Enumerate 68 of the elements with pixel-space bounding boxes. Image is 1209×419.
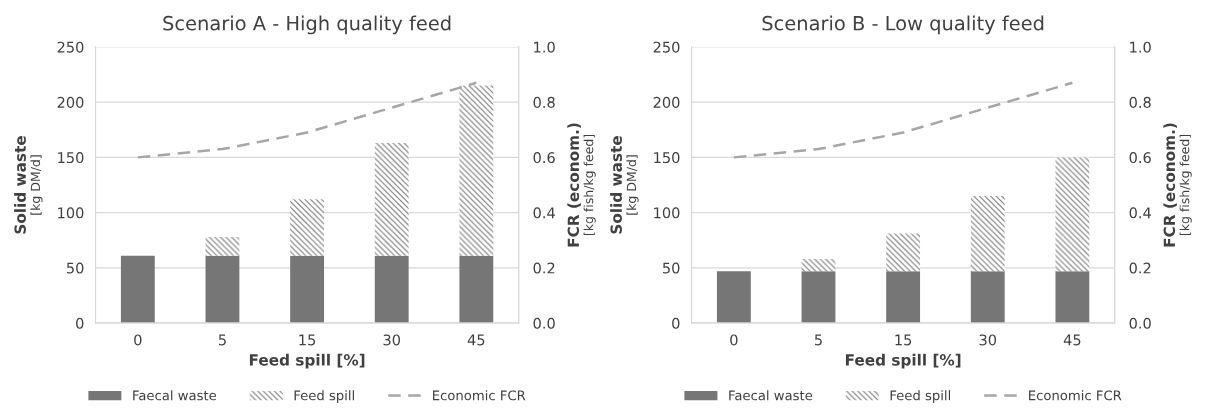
- y-tick-label: 50: [663, 262, 680, 274]
- y-tick-label: 100: [58, 207, 84, 219]
- x-tick-label: 45: [467, 334, 485, 346]
- x-tick-label: 0: [134, 334, 142, 346]
- line-series: [136, 81, 478, 159]
- bar: [290, 255, 325, 324]
- y-tick-label: 50: [66, 262, 84, 274]
- bar: [290, 199, 325, 256]
- chart-title: Scenario A - High quality feed: [163, 15, 451, 35]
- y2-tick-label: 0.0: [1129, 317, 1151, 329]
- x-tick-label: 30: [383, 334, 401, 346]
- bar: [970, 271, 1005, 324]
- bar: [120, 255, 155, 324]
- legend-label: Economic FCR: [433, 390, 526, 401]
- x-axis-title: Feed spill [%]: [249, 353, 365, 369]
- bar: [205, 255, 240, 324]
- y-tick-label: 200: [653, 96, 680, 108]
- y2-tick-label: 0.8: [533, 96, 555, 108]
- y-tick-label: 200: [57, 96, 84, 108]
- bar: [716, 271, 751, 324]
- y-tick-label: 150: [654, 152, 680, 164]
- y2-tick-label: 0.6: [533, 152, 555, 164]
- y2-tick-label: 0.8: [1129, 96, 1151, 108]
- bar: [374, 143, 409, 256]
- y-axis-title: Solid waste [kg DM/d]: [610, 136, 639, 234]
- y2-tick-label: 1.0: [1130, 41, 1151, 53]
- y2-tick-label: 1.0: [534, 41, 555, 53]
- bar: [459, 85, 494, 256]
- y-axis-title: Solid waste [kg DM/d]: [14, 136, 43, 234]
- y2-tick-label: 0.6: [1129, 152, 1151, 164]
- bar: [886, 271, 921, 324]
- y2-axis-title: FCR (econom.) [kg fish/kg feed]: [567, 123, 596, 247]
- bar: [1055, 271, 1090, 324]
- y-tick-label: 100: [654, 207, 680, 219]
- y2-tick-label: 0.4: [533, 207, 555, 219]
- y2-tick-label: 0.4: [1129, 207, 1151, 219]
- y2-tick-label: 0.2: [533, 262, 555, 274]
- x-tick-label: 0: [730, 334, 738, 346]
- bar: [1055, 157, 1090, 272]
- bar: [374, 255, 409, 324]
- bar: [886, 233, 921, 272]
- legend-label: Economic FCR: [1029, 390, 1122, 401]
- y2-axis-title: FCR (econom.) [kg fish/kg feed]: [1163, 123, 1192, 247]
- bar: [801, 271, 836, 324]
- legend-label: Feed spill: [294, 390, 354, 403]
- x-tick-label: 15: [299, 334, 316, 346]
- x-tick-label: 5: [814, 334, 822, 346]
- y2-tick-label: 0.2: [1129, 262, 1151, 274]
- legend-label: Feed spill: [890, 390, 951, 403]
- y-tick-label: 150: [58, 152, 84, 164]
- legend-label: Faecal waste: [729, 390, 813, 401]
- y-tick-label: 250: [57, 41, 84, 53]
- legend-label: Faecal waste: [133, 390, 217, 401]
- y2-tick-label: 0.0: [533, 317, 555, 329]
- x-axis-title: Feed spill [%]: [845, 353, 961, 369]
- bar: [970, 196, 1005, 272]
- x-tick-label: 15: [895, 334, 912, 346]
- y-tick-label: 250: [653, 41, 680, 53]
- x-tick-label: 30: [979, 334, 997, 346]
- bar: [205, 236, 240, 256]
- y-tick-label: 0: [672, 317, 680, 329]
- x-tick-label: 5: [218, 334, 226, 346]
- y-tick-label: 0: [76, 317, 84, 329]
- bar: [459, 255, 494, 324]
- chart-title: Scenario B - Low quality feed: [762, 15, 1044, 35]
- x-tick-label: 45: [1063, 334, 1081, 346]
- bar: [801, 258, 836, 272]
- line-series: [732, 81, 1074, 159]
